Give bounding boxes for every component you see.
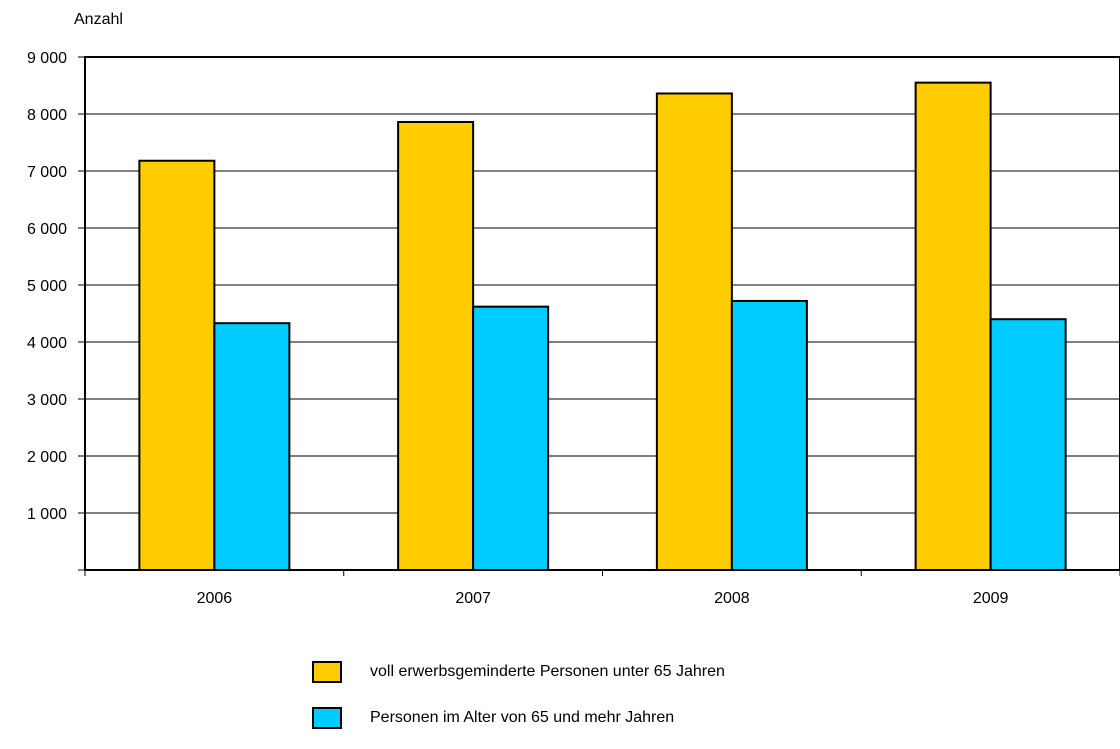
y-tick-label: 7 000 xyxy=(27,164,67,181)
y-tick-label: 6 000 xyxy=(27,221,67,238)
y-tick-label: 4 000 xyxy=(27,335,67,352)
bar-65-plus-2007 xyxy=(472,305,550,571)
bar-65-plus-2006 xyxy=(213,322,291,571)
y-tick-label: 5 000 xyxy=(27,278,67,295)
bar-under-65-2006 xyxy=(138,159,216,572)
legend: voll erwerbsgeminderte Personen unter 65… xyxy=(312,657,725,749)
bar-65-plus-2008 xyxy=(730,299,808,571)
x-tick-label: 2008 xyxy=(714,590,750,607)
y-tick-label: 8 000 xyxy=(27,107,67,124)
legend-label-65-plus: Personen im Alter von 65 und mehr Jahren xyxy=(370,709,675,726)
y-axis-label: Anzahl xyxy=(74,11,123,28)
bar-group xyxy=(138,81,1067,572)
legend-swatch-65-plus xyxy=(312,707,342,729)
y-axis-ticks: 1 000 2 000 3 000 4 000 5 000 6 000 7 000 8 000… xyxy=(27,50,85,571)
x-tick-label: 2007 xyxy=(455,590,491,607)
bar-under-65-2009 xyxy=(914,81,992,572)
y-tick-label: 1 000 xyxy=(27,506,67,523)
y-tick-label: 9 000 xyxy=(27,50,67,67)
legend-item-under-65: voll erwerbsgeminderte Personen unter 65… xyxy=(312,657,725,687)
y-tick-label: 2 000 xyxy=(27,449,67,466)
bar-chart: Anzahl 1 000 2 000 3 000 4 000 5 000 6 000 7 0… xyxy=(27,11,1120,607)
legend-item-65-plus: Personen im Alter von 65 und mehr Jahren xyxy=(312,703,725,733)
x-axis-ticks: 2006 2007 2008 2009 xyxy=(84,570,1120,607)
legend-swatch-under-65 xyxy=(312,661,342,683)
y-tick-label: 3 000 xyxy=(27,392,67,409)
x-tick-label: 2009 xyxy=(973,590,1009,607)
bar-under-65-2008 xyxy=(655,92,733,571)
legend-label-under-65: voll erwerbsgeminderte Personen unter 65… xyxy=(370,663,725,680)
x-tick-label: 2006 xyxy=(197,590,233,607)
bar-under-65-2007 xyxy=(397,120,475,571)
bar-65-plus-2009 xyxy=(989,318,1067,572)
